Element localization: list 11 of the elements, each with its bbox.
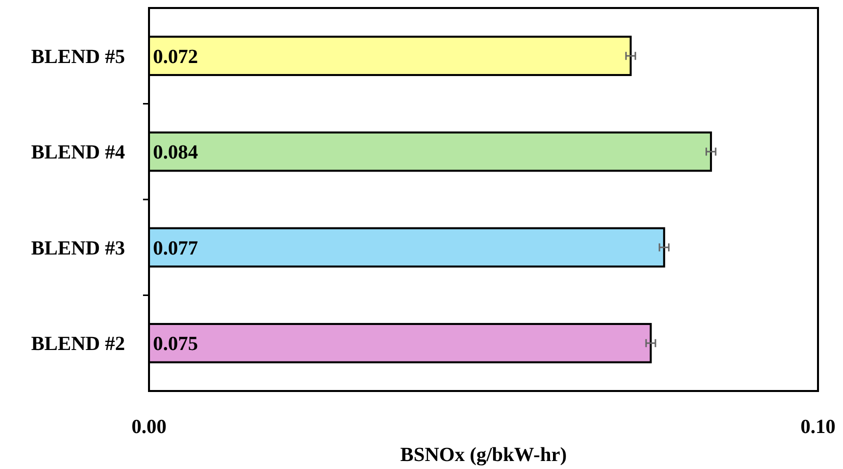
data-label: 0.072 (153, 46, 198, 68)
data-label: 0.084 (153, 142, 198, 164)
data-label: 0.075 (153, 333, 198, 356)
y-tick-label: BLEND #5 (31, 46, 125, 68)
x-axis-title: BSNOx (g/bkW-hr) (400, 444, 567, 466)
x-tick-label: 0.00 (132, 416, 166, 438)
y-tick-label: BLEND #4 (31, 142, 125, 164)
y-tick-label: BLEND #3 (31, 237, 125, 260)
data-label: 0.077 (153, 237, 198, 260)
y-tick-label: BLEND #2 (31, 333, 125, 356)
x-tick-label: 0.10 (800, 416, 836, 438)
